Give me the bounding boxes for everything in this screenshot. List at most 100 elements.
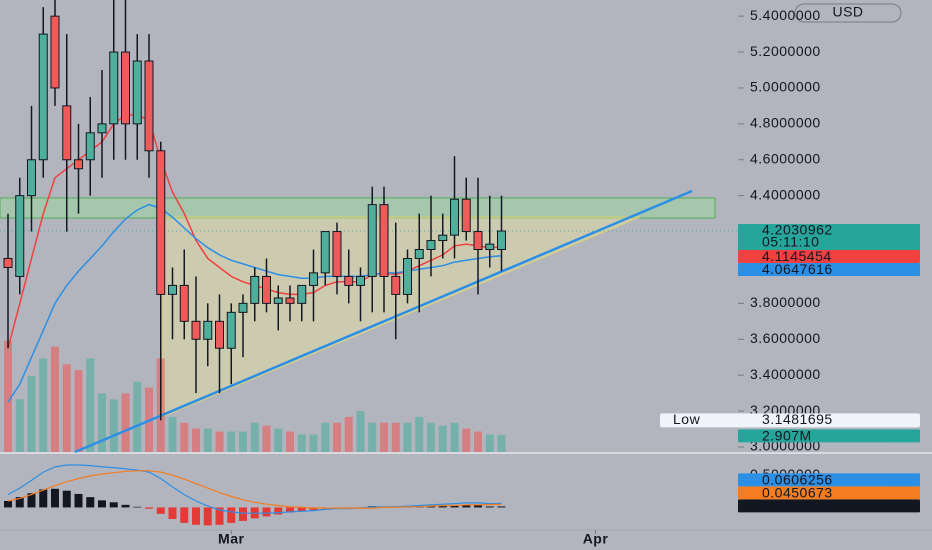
candle-body (250, 275, 260, 304)
volume-bar (27, 375, 36, 452)
last-price-badge-bg (738, 224, 920, 251)
candle-body (450, 198, 459, 236)
macd-line (7, 464, 502, 514)
candle-body (309, 272, 318, 286)
volume-bar (368, 422, 377, 452)
volume-bar (62, 364, 71, 452)
candle-body (215, 320, 224, 349)
macd-badge: 0.0450673 (762, 485, 833, 501)
candle-body (461, 198, 471, 233)
volume-bar (51, 346, 59, 452)
macd-histogram (203, 507, 212, 526)
volume-bar (497, 434, 506, 452)
triangle-pattern (161, 216, 641, 418)
y-tick-label: 3.6000000 (750, 330, 821, 346)
macd-badge: 0.0606256 (762, 472, 833, 488)
macd-histogram (192, 507, 200, 525)
volume-bar (297, 434, 306, 452)
volume-bar (309, 434, 318, 452)
candle-body (297, 284, 307, 304)
low-badge-bg (660, 413, 920, 428)
volume-bar (344, 416, 353, 452)
macd-histogram (180, 507, 189, 523)
volume-bar (415, 416, 424, 452)
volume-badge: 2.907M (762, 428, 812, 444)
volume-bar (262, 425, 271, 452)
macd-histogram (145, 507, 153, 509)
macd-histogram (227, 507, 236, 523)
volume-bar (333, 422, 341, 452)
macd-histogram (474, 505, 482, 508)
y-tick-label: 3.8000000 (750, 294, 821, 310)
macd-histogram (109, 502, 118, 508)
volume-bar (380, 422, 388, 452)
macd-histogram (274, 507, 283, 515)
volume-bar (39, 358, 48, 452)
macd-histogram (98, 500, 106, 508)
macd-badge-bg (738, 473, 920, 487)
macd-hist-badge-bg (738, 499, 920, 513)
volume-bar (203, 428, 212, 452)
volume-bar (15, 399, 24, 452)
ma-badge-bg (738, 263, 920, 277)
macd-histogram (27, 493, 36, 508)
macd-histogram (156, 507, 165, 514)
y-tick-label: 5.2000000 (750, 43, 821, 59)
macd-hist-badge: 0.0155583 (762, 498, 833, 514)
candle-body (191, 320, 201, 340)
macd-histogram (427, 506, 435, 508)
volume-bar (227, 431, 236, 452)
volume-bar (180, 422, 189, 452)
volume-bar (121, 393, 130, 452)
macd-histogram (438, 506, 447, 508)
macd-histogram (485, 506, 494, 508)
x-tick-label: Mar (218, 531, 244, 547)
volume-bar (168, 416, 177, 452)
candle-body (426, 240, 436, 251)
macd-badge-bg (738, 486, 920, 500)
macd-histogram (168, 507, 177, 519)
x-tick-label: Apr (583, 531, 609, 547)
macd-line (7, 470, 502, 509)
candle-body (262, 275, 271, 304)
macd-histogram (51, 488, 59, 508)
volume-bar (215, 431, 224, 452)
candle-body (379, 204, 389, 277)
candle-body (344, 275, 354, 286)
macd-histogram (4, 501, 12, 508)
macd-histogram (239, 507, 247, 521)
currency: USD (832, 4, 863, 20)
low-name: Low (673, 411, 701, 427)
y-tick-label: 5.0000000 (750, 79, 821, 95)
candle-body (15, 195, 25, 277)
candle-body (156, 150, 166, 295)
candle-body (356, 275, 365, 286)
last-price-badge: 4.2030962 (762, 222, 833, 238)
macd-histogram (497, 506, 506, 508)
candle-body (109, 51, 119, 125)
macd-histogram (39, 489, 48, 508)
y-tick-label: 4.4000000 (750, 186, 821, 202)
volume-bar (403, 422, 412, 452)
candle-body (438, 234, 448, 242)
volume-bar (356, 411, 365, 452)
volume-bar (133, 381, 142, 452)
macd-histogram (450, 505, 459, 508)
macd-histogram (133, 506, 142, 508)
trend-line (74, 189, 693, 454)
candle-body (273, 297, 283, 304)
low-value: 3.1481695 (762, 411, 833, 427)
volume-bar (192, 428, 200, 452)
candle-body (27, 159, 36, 197)
volume-bar (450, 422, 459, 452)
volume-bar (485, 434, 494, 452)
currency-box[interactable] (794, 3, 902, 23)
y-tick-label: 4.8000000 (750, 115, 821, 131)
volume-bar (239, 431, 247, 452)
y-tick-label: 3.4000000 (750, 366, 821, 382)
macd-histogram (121, 504, 130, 508)
candle-body (485, 243, 495, 251)
candle-body (168, 284, 177, 295)
candle-body (391, 275, 401, 295)
